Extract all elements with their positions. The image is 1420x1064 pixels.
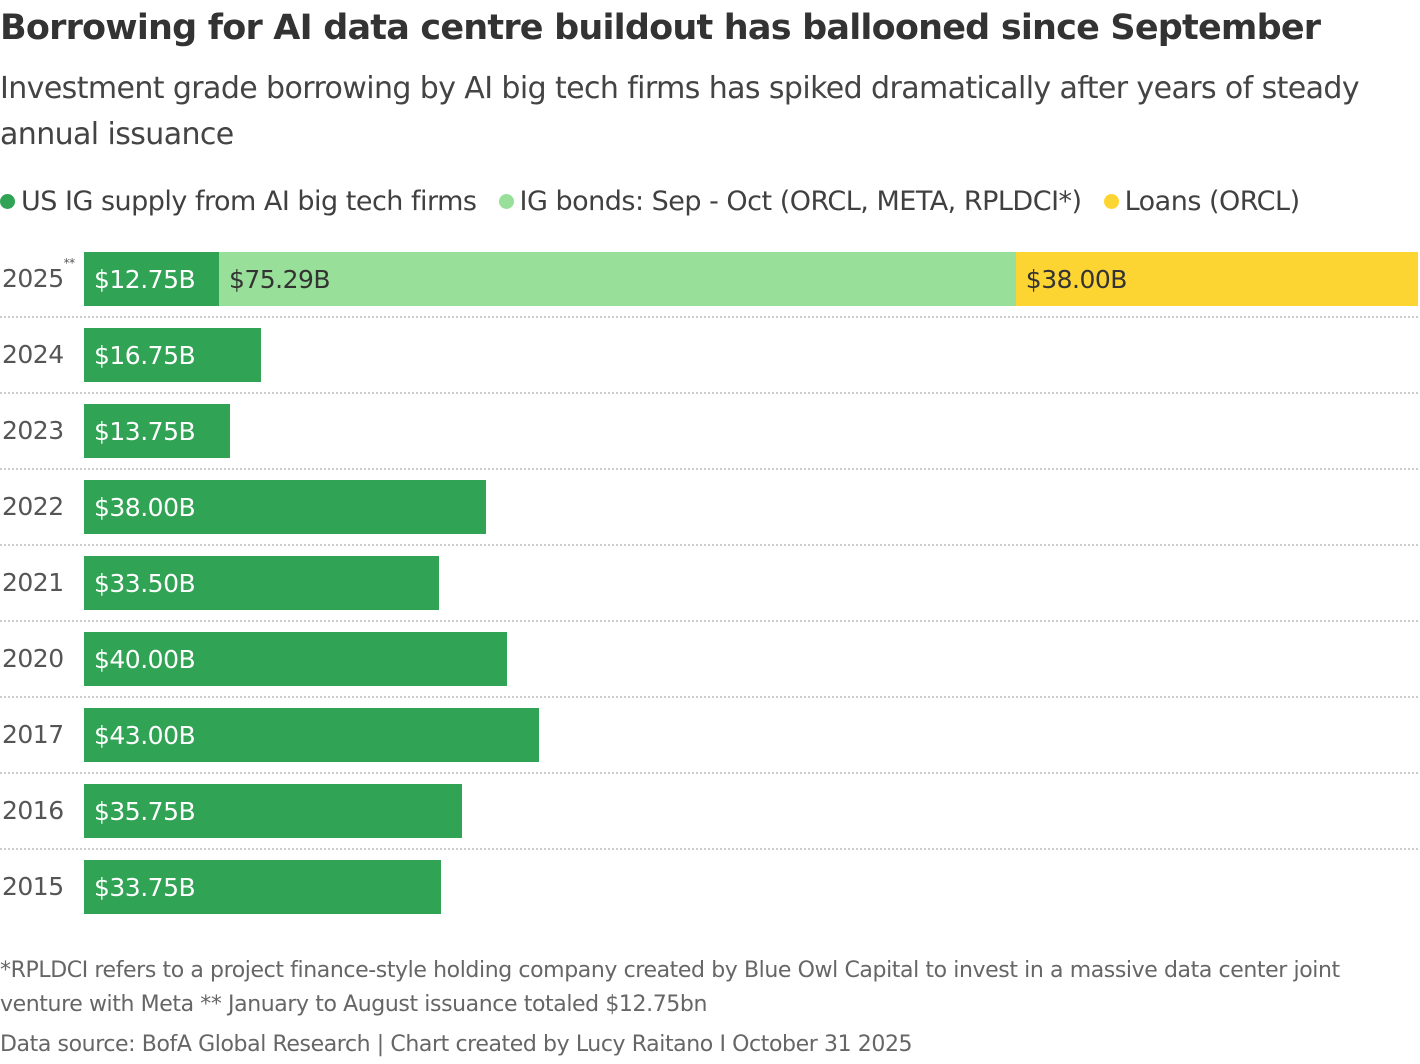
data-label: $75.29B — [228, 264, 331, 294]
legend-label: Loans (ORCL) — [1124, 186, 1301, 217]
legend-label: US IG supply from AI big tech firms — [21, 186, 477, 217]
bar-segment: $12.75B — [84, 252, 219, 306]
row-separator — [0, 848, 1418, 850]
data-label: $16.75B — [94, 340, 196, 370]
category-label: 2020 — [2, 644, 64, 673]
category-label: 2016 — [2, 796, 64, 825]
row-separator — [0, 316, 1418, 318]
category-label: 2021 — [2, 568, 64, 597]
data-label: $38.00B — [1025, 264, 1128, 294]
row-separator — [0, 696, 1418, 698]
category-label: 2023 — [2, 416, 64, 445]
row-separator — [0, 772, 1418, 774]
legend-item: US IG supply from AI big tech firms — [0, 186, 477, 217]
bar-segment: $38.00B — [84, 480, 487, 534]
data-label: $40.00B — [94, 644, 196, 674]
category-label: 2015 — [2, 872, 64, 901]
legend-swatch — [0, 194, 15, 209]
legend-item: Loans (ORCL) — [1103, 186, 1301, 217]
data-label: $43.00B — [94, 720, 196, 750]
bar-segment: $16.75B — [84, 328, 262, 382]
bar-segment: $40.00B — [84, 632, 508, 686]
bar-segment: $13.75B — [84, 404, 230, 458]
chart-subtitle: Investment grade borrowing by AI big tec… — [0, 71, 1360, 152]
legend-label: IG bonds: Sep - Oct (ORCL, META, RPLDCI*… — [519, 186, 1083, 217]
row-separator — [0, 620, 1418, 622]
category-label: 2022 — [2, 492, 64, 521]
category-label: 2025** — [2, 256, 75, 293]
footnote: *RPLDCI refers to a project finance-styl… — [0, 958, 1340, 1017]
data-label: $38.00B — [94, 492, 196, 522]
bar-segment: $75.29B — [218, 252, 1016, 306]
data-label: $35.75B — [94, 796, 196, 826]
data-label: $33.75B — [94, 872, 196, 902]
legend-swatch — [1103, 194, 1119, 209]
data-label: $13.75B — [94, 416, 196, 446]
row-separator — [0, 544, 1418, 546]
legend-swatch — [498, 194, 514, 209]
source-note: Data source: BofA Global Research | Char… — [0, 1032, 913, 1057]
row-separator — [0, 468, 1418, 470]
data-label: $33.50B — [94, 568, 196, 598]
category-label: 2024 — [2, 340, 64, 369]
bar-segment: $43.00B — [84, 708, 540, 762]
row-separator — [0, 392, 1418, 394]
data-label: $12.75B — [94, 264, 196, 294]
bar-segment: $35.75B — [84, 784, 463, 838]
bar-segment: $33.75B — [84, 860, 442, 914]
chart-title: Borrowing for AI data centre buildout ha… — [0, 8, 1321, 48]
category-label: 2017 — [2, 720, 64, 749]
bar-segment: $38.00B — [1015, 252, 1418, 306]
legend: US IG supply from AI big tech firms IG bo… — [0, 186, 1300, 217]
legend-item: IG bonds: Sep - Oct (ORCL, META, RPLDCI*… — [498, 186, 1083, 217]
bar-segment: $33.50B — [84, 556, 439, 610]
